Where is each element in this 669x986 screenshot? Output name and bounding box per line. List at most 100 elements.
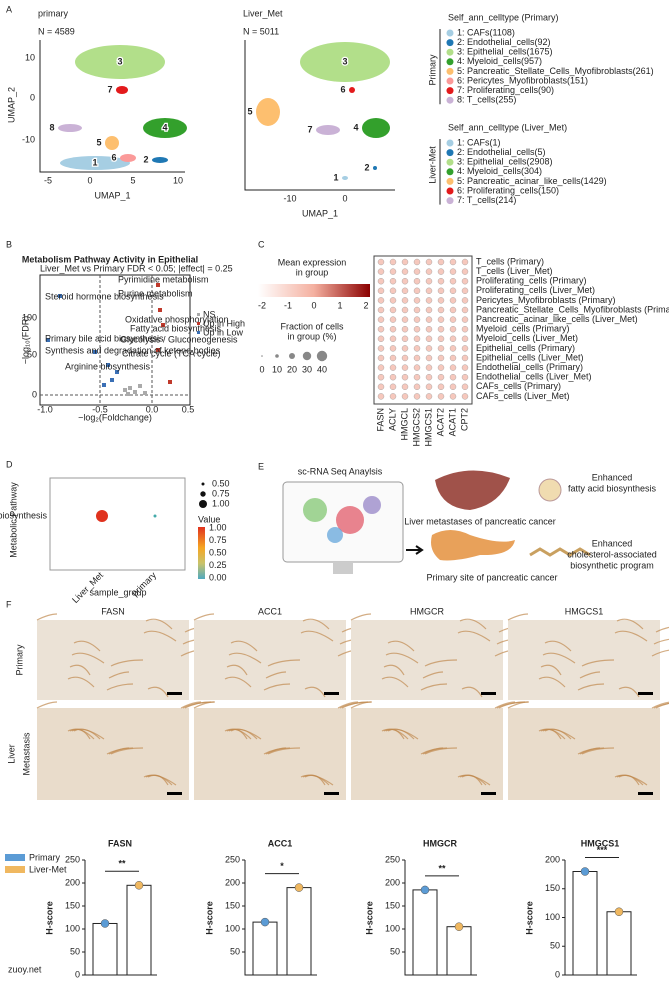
dot (437, 345, 445, 352)
legend-item: 3: Epithelial_cells(1675) (457, 47, 553, 57)
dot (377, 345, 385, 352)
x-tick-label: -1.0 (37, 404, 53, 414)
dot (401, 383, 409, 390)
plot-frame (373, 255, 473, 405)
size-tick: 30 (302, 364, 312, 374)
colorbar-tick: 2 (363, 300, 368, 310)
droplet (538, 478, 562, 502)
schematic-result: biosynthetic program (570, 560, 654, 570)
row-label: CAFs_cells (Primary) (476, 381, 561, 391)
scale-bar (167, 692, 182, 695)
ihc-texture (143, 774, 177, 786)
y-tick-label: 0 (75, 969, 80, 979)
y-tick-label: 100 (22, 312, 37, 322)
annotation: Synthesis and degradation of ketone bodi… (45, 345, 221, 355)
dot (389, 335, 397, 342)
volcano-point (168, 380, 172, 384)
y-tick-label: 200 (225, 877, 240, 887)
dot (425, 354, 433, 362)
volcano-point (156, 348, 160, 352)
x-tick-label: -0.5 (92, 404, 108, 414)
dot (449, 287, 457, 294)
cluster-label: 2 (364, 162, 369, 172)
dot (425, 278, 433, 285)
chart-title: HMGCR (423, 838, 457, 848)
dot (437, 268, 445, 275)
ihc-texture (420, 747, 448, 755)
ihc-texture (71, 728, 105, 740)
axis (39, 40, 185, 173)
dot (425, 306, 433, 314)
column-label: FASN (101, 606, 125, 616)
dot (377, 316, 385, 323)
volcano-point (106, 363, 110, 367)
ihc-texture (300, 630, 334, 642)
schematic-result: Enhanced (592, 538, 633, 548)
annotation: Steroid hormone biosynthesis (45, 291, 164, 301)
chart-title: ACC1 (268, 838, 293, 848)
legend-swatch (197, 331, 200, 334)
bar (606, 911, 632, 976)
colorbar-tick: 1.00 (209, 522, 227, 532)
volcano-point (161, 323, 165, 327)
dot (413, 374, 421, 381)
ihc-texture (614, 630, 648, 642)
x-axis-label: UMAP_1 (302, 208, 338, 218)
ihc-texture (193, 613, 215, 621)
dot (425, 287, 433, 294)
dot (413, 393, 421, 400)
dot (413, 316, 421, 323)
y-axis-label: H-score (524, 901, 534, 935)
schematic-result: Enhanced (592, 472, 633, 482)
umap-thumb (363, 496, 381, 514)
legend-title: in group (%) (287, 331, 336, 341)
plot-frame (39, 274, 191, 406)
dot (401, 335, 409, 342)
annotation: Citrate cycle (TCA cycle) (122, 348, 221, 358)
y-tick-label: 50 (70, 946, 80, 956)
cluster (120, 154, 136, 162)
chart-title: HMGCS1 (581, 838, 620, 848)
volcano-point (143, 391, 147, 395)
ihc-texture (618, 686, 640, 698)
legend-swatch (446, 87, 454, 95)
dot (461, 335, 469, 342)
bar (412, 889, 438, 976)
ihc-texture (108, 671, 130, 679)
scale-bar (324, 792, 339, 795)
watermark: zuoy.net (8, 964, 42, 974)
size-tick: 10 (272, 364, 282, 374)
ihc-texture (577, 747, 605, 755)
row-label: Endothelial_cells (Primary) (476, 362, 583, 372)
dot (389, 345, 397, 352)
ihc-texture (507, 701, 529, 709)
dot (461, 297, 469, 304)
ihc-texture (300, 774, 334, 786)
dot (413, 345, 421, 352)
ihc-texture (337, 701, 359, 709)
column-label: HMGCS1 (565, 606, 604, 616)
chart-title: Metabolism Pathway Activity in Epithelia… (22, 254, 198, 264)
x-tick-label: 0.0 (146, 404, 159, 414)
column-label: ACC1 (258, 606, 282, 616)
ihc-texture (381, 676, 409, 688)
significance: ** (118, 859, 126, 869)
dot (449, 297, 457, 304)
row-label: Proliferating_cells (Liver_Met) (476, 285, 595, 295)
cluster (105, 136, 119, 150)
dot (413, 268, 421, 275)
gene-label: FASN (375, 408, 385, 432)
dot (449, 268, 457, 275)
y-tick-label: 50 (230, 946, 240, 956)
row-label: Liver (6, 744, 16, 764)
cluster-label: 1 (92, 157, 97, 167)
legend-item: 6: Pericytes_Myofibroblasts(151) (457, 75, 588, 85)
y-tick-label: 50 (390, 946, 400, 956)
dot (401, 297, 409, 304)
colorbar-tick: 0.00 (209, 572, 227, 582)
dot (437, 297, 445, 304)
size-key (261, 355, 263, 357)
cluster-label: 4 (353, 122, 358, 132)
volcano-point (102, 383, 106, 387)
dot (425, 316, 433, 323)
